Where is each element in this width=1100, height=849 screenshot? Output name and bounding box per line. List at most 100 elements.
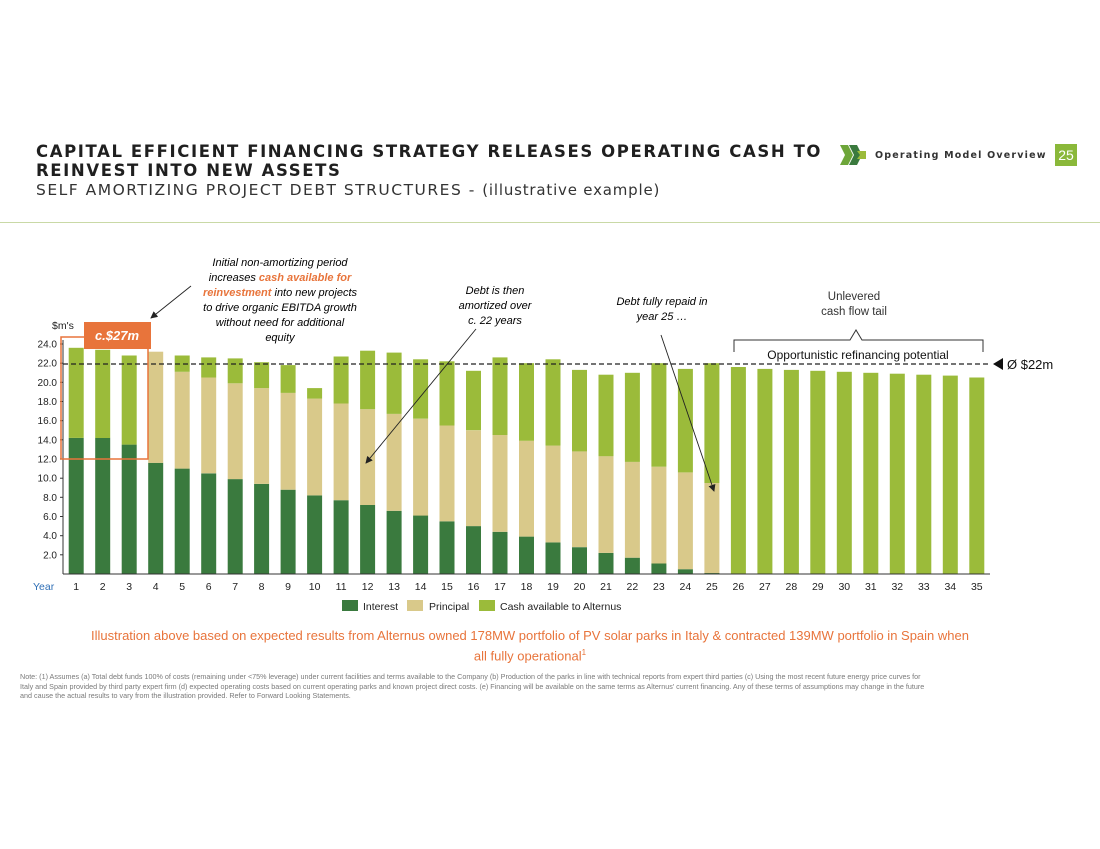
bar-principal-year-17: [492, 435, 508, 532]
bar-interest-year-23: [651, 563, 667, 574]
bar-cash-year-1: [68, 347, 84, 438]
bar-cash-year-23: [651, 363, 667, 467]
bar-cash-year-18: [519, 363, 534, 441]
bar-stack-year-22: [624, 372, 640, 574]
bar-interest-year-2: [95, 437, 111, 574]
x-tick-label: 29: [812, 581, 824, 593]
bar-principal-year-9: [280, 392, 296, 490]
y-tick-label: 16.0: [38, 416, 58, 427]
bar-principal-year-15: [439, 425, 455, 522]
x-tick-label: 35: [971, 581, 983, 593]
subtitle-main: SELF AMORTIZING PROJECT DEBT STRUCTURES …: [36, 181, 476, 199]
x-tick-label: 32: [891, 581, 903, 593]
y-tick-label: 10.0: [38, 474, 58, 485]
bar-principal-year-14: [413, 418, 429, 516]
bar-principal-year-12: [360, 409, 376, 505]
bar-stack-year-31: [863, 372, 879, 575]
amortization-arrow: [365, 328, 477, 464]
x-tick-label: 5: [179, 581, 185, 593]
x-tick-label: 10: [309, 581, 321, 593]
bar-interest-year-14: [413, 515, 429, 574]
bar-principal-year-19: [545, 445, 561, 543]
y-tick-label: 6.0: [43, 512, 57, 523]
bar-stack-year-12: [360, 350, 376, 574]
bar-principal-year-21: [598, 456, 614, 553]
bar-cash-year-14: [413, 359, 429, 419]
bar-stack-year-14: [413, 359, 429, 574]
bar-stack-year-1: [68, 347, 84, 574]
header-divider: [0, 222, 1100, 223]
x-tick-label: 16: [468, 581, 480, 593]
y-unit-label: $m's: [52, 320, 74, 332]
x-tick-label: 25: [706, 581, 718, 593]
bar-stack-year-6: [201, 357, 217, 574]
bar-interest-year-13: [386, 510, 402, 575]
bar-cash-year-10: [307, 388, 323, 399]
x-tick-label: 21: [600, 581, 612, 593]
x-tick-label: 27: [759, 581, 771, 593]
initial-period-arrow: [150, 285, 192, 319]
repaid-arrow: [660, 334, 716, 492]
bar-interest-year-5: [174, 468, 190, 574]
bar-stack-year-35: [969, 377, 985, 574]
bar-principal-year-25: [704, 483, 720, 574]
bar-stack-year-7: [227, 358, 243, 574]
repaid-annotation: Debt fully repaid in year 25 …: [616, 296, 707, 323]
x-tick-label: 20: [574, 581, 586, 593]
bar-interest-year-7: [227, 479, 243, 574]
bar-interest-year-18: [519, 536, 534, 574]
x-tick-label: 19: [547, 581, 559, 593]
annotation-initial-highlight-b: reinvestment: [203, 287, 273, 299]
bar-cash-year-24: [677, 368, 693, 473]
bar-stack-year-17: [492, 357, 508, 574]
bar-cash-year-28: [783, 369, 799, 574]
annotation-repaid-line-1: Debt fully repaid in: [616, 296, 707, 308]
bar-stack-year-33: [916, 374, 932, 574]
x-tick-label: 18: [521, 581, 533, 593]
bar-stack-year-11: [333, 356, 349, 574]
bar-stack-year-23: [651, 363, 667, 574]
section-label: Operating Model Overview: [875, 150, 1047, 161]
x-tick-label: 17: [494, 581, 506, 593]
annotation-unlevered-line-1: Unlevered: [828, 291, 880, 303]
bar-cash-year-3: [121, 355, 137, 445]
bar-interest-year-11: [333, 500, 349, 574]
bar-stack-year-29: [810, 370, 826, 574]
bar-cash-year-16: [466, 370, 481, 431]
bar-stack-year-28: [783, 369, 799, 574]
y-tick-label: 24.0: [38, 340, 58, 351]
bar-stack-year-4: [148, 351, 164, 574]
bar-principal-year-4: [148, 351, 164, 463]
x-tick-label: 8: [259, 581, 265, 593]
annotation-repaid-line-2: year 25 …: [636, 311, 688, 323]
illustration-disclaimer: Illustration above based on expected res…: [40, 627, 1020, 664]
x-tick-label: 22: [627, 581, 639, 593]
bar-cash-year-26: [730, 367, 746, 574]
bar-interest-year-9: [280, 489, 296, 574]
bar-interest-year-22: [624, 557, 640, 574]
bar-interest-year-6: [201, 473, 217, 574]
bar-principal-year-5: [174, 371, 190, 469]
bar-stack-year-24: [677, 368, 693, 574]
bar-principal-year-10: [307, 398, 323, 496]
x-tick-label: 6: [206, 581, 212, 593]
x-tick-label: 14: [415, 581, 427, 593]
x-tick-label: 24: [680, 581, 692, 593]
x-tick-label: 9: [285, 581, 291, 593]
bar-stack-year-30: [836, 371, 852, 574]
bar-principal-year-24: [677, 472, 693, 570]
bar-interest-year-24: [677, 569, 693, 574]
x-tick-label: 26: [733, 581, 745, 593]
bar-stack-year-21: [598, 374, 614, 574]
bar-interest-year-17: [492, 531, 508, 574]
bar-interest-year-8: [254, 483, 270, 574]
bar-principal-year-13: [386, 414, 402, 511]
bar-interest-year-4: [148, 462, 164, 574]
bar-stack-year-18: [519, 363, 534, 574]
bar-stack-year-9: [280, 365, 296, 574]
y-tick-label: 22.0: [38, 359, 58, 370]
annotation-initial-line-2: increases cash available for: [209, 272, 352, 284]
bar-principal-year-22: [624, 461, 640, 558]
annotation-initial-line-3: reinvestment into new projects: [203, 287, 358, 299]
